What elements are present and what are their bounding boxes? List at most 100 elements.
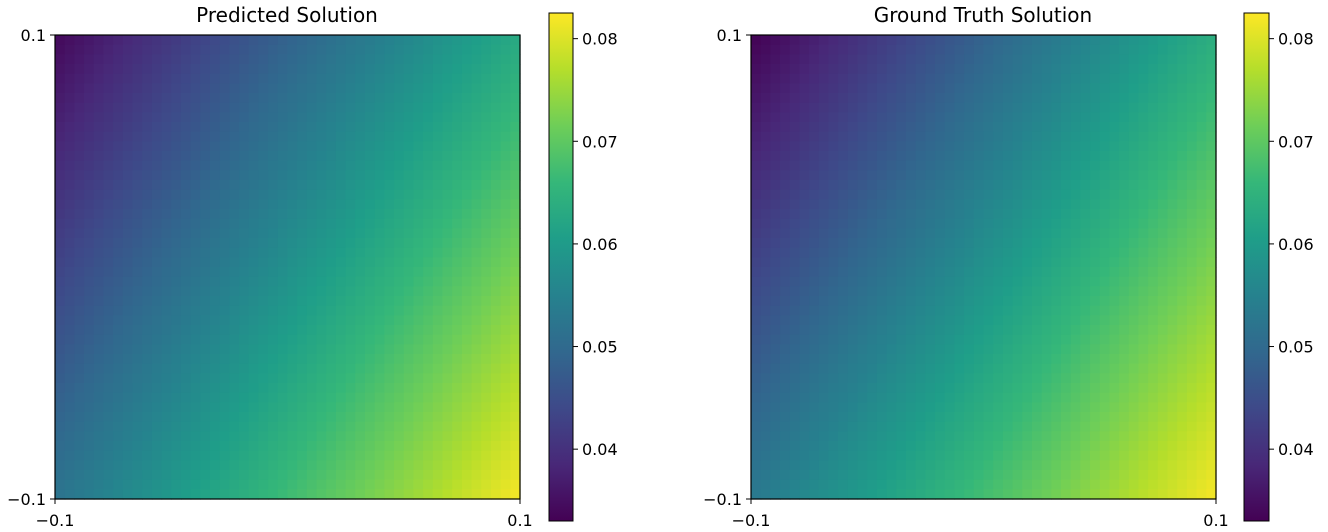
colorbar-tick-label: 0.06 — [582, 235, 618, 254]
heatmap-cell — [413, 44, 424, 55]
heatmap-cell — [1090, 160, 1101, 171]
heatmap-cell — [1002, 325, 1014, 336]
heatmap-cell — [1186, 257, 1198, 268]
heatmap-cell — [828, 363, 839, 374]
heatmap-cell — [171, 228, 182, 239]
heatmap-cell — [876, 296, 888, 307]
heatmap-cell — [809, 102, 820, 113]
y-tick-label: −0.1 — [7, 490, 46, 509]
heatmap-cell — [239, 102, 250, 113]
heatmap-cell — [818, 189, 830, 200]
heatmap-cell — [1119, 392, 1130, 403]
heatmap-cell — [896, 412, 907, 423]
heatmap-cell — [510, 247, 521, 258]
heatmap-cell — [1090, 122, 1101, 133]
heatmap-cell — [1070, 412, 1081, 423]
heatmap-cell — [374, 151, 385, 162]
heatmap-cell — [993, 199, 1004, 210]
heatmap-cell — [1070, 122, 1081, 133]
heatmap-cell — [1128, 325, 1140, 336]
heatmap-cell — [838, 141, 849, 152]
heatmap-cell — [461, 73, 473, 84]
heatmap-cell — [423, 112, 434, 123]
heatmap-cell — [180, 54, 192, 65]
heatmap-cell — [809, 247, 820, 258]
heatmap-cell — [1099, 363, 1111, 374]
heatmap-cell — [384, 267, 395, 278]
heatmap-cell — [55, 131, 66, 142]
heatmap-cell — [993, 122, 1004, 133]
heatmap-cell — [954, 93, 965, 104]
heatmap-cell — [983, 479, 994, 490]
heatmap-cell — [1206, 54, 1217, 65]
heatmap-cell — [1109, 247, 1120, 258]
heatmap-cell — [239, 460, 250, 471]
heatmap-cell — [1148, 189, 1159, 200]
heatmap-cell — [867, 151, 878, 162]
heatmap-cell — [828, 470, 839, 481]
heatmap-cell — [384, 431, 395, 442]
heatmap-cell — [161, 431, 172, 442]
heatmap-cell — [384, 354, 395, 365]
heatmap-cell — [896, 470, 907, 481]
heatmap-cell — [93, 276, 105, 287]
heatmap-cell — [1186, 151, 1198, 162]
heatmap-cell — [973, 209, 985, 220]
heatmap-cell — [365, 412, 376, 423]
heatmap-cell — [161, 170, 172, 181]
heatmap-cell — [190, 180, 201, 191]
heatmap-cell — [1138, 228, 1149, 239]
heatmap-cell — [1002, 479, 1014, 490]
heatmap-cell — [1090, 180, 1101, 191]
heatmap-cell — [964, 54, 975, 65]
heatmap-cell — [55, 199, 66, 210]
heatmap-cell — [345, 267, 356, 278]
heatmap-cell — [113, 218, 124, 229]
heatmap-cell — [1061, 470, 1072, 481]
heatmap-cell — [876, 112, 888, 123]
heatmap-cell — [268, 83, 279, 94]
heatmap-cell — [394, 151, 405, 162]
heatmap-cell — [316, 102, 327, 113]
heatmap-cell — [481, 286, 492, 297]
heatmap-cell — [1196, 151, 1207, 162]
heatmap-cell — [770, 73, 781, 84]
heatmap-cell — [1128, 354, 1140, 365]
heatmap-cell — [210, 421, 221, 432]
heatmap-cell — [471, 257, 482, 268]
heatmap-cell — [780, 218, 791, 229]
heatmap-cell — [326, 479, 337, 490]
heatmap-cell — [1109, 296, 1120, 307]
heatmap-cell — [345, 354, 356, 365]
heatmap-cell — [993, 93, 1004, 104]
heatmap-cell — [287, 305, 298, 316]
heatmap-cell — [374, 170, 385, 181]
heatmap-cell — [1002, 247, 1014, 258]
heatmap-cell — [277, 131, 289, 142]
heatmap-cell — [1186, 93, 1198, 104]
heatmap-cell — [335, 276, 347, 287]
heatmap-cell — [326, 267, 337, 278]
heatmap-cell — [161, 450, 172, 461]
heatmap-cell — [1167, 64, 1178, 75]
x-tick-label: −0.1 — [732, 511, 771, 530]
heatmap-cell — [915, 363, 926, 374]
heatmap-cell — [1196, 325, 1207, 336]
heatmap-cell — [64, 470, 75, 481]
heatmap-cell — [316, 296, 327, 307]
heatmap-cell — [297, 479, 308, 490]
heatmap-cell — [780, 199, 791, 210]
heatmap-cell — [103, 247, 114, 258]
heatmap-cell — [828, 93, 839, 104]
heatmap-cell — [171, 383, 182, 394]
heatmap-cell — [200, 35, 211, 46]
heatmap-cell — [838, 267, 849, 278]
heatmap-cell — [326, 373, 337, 384]
heatmap-cell — [365, 421, 376, 432]
heatmap-cell — [132, 141, 143, 152]
heatmap-cell — [751, 209, 762, 220]
heatmap-cell — [1119, 64, 1130, 75]
heatmap-cell — [210, 257, 221, 268]
heatmap-cell — [993, 450, 1004, 461]
heatmap-cell — [442, 431, 453, 442]
